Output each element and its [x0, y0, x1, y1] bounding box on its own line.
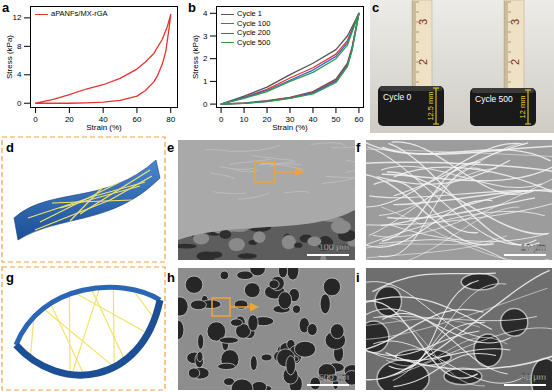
svg-text:0: 0 — [17, 99, 22, 108]
svg-text:2: 2 — [417, 59, 429, 65]
svg-text:i: i — [356, 270, 360, 285]
svg-text:100 μm: 100 μm — [319, 242, 349, 252]
svg-text:4: 4 — [17, 70, 22, 79]
svg-text:g: g — [6, 270, 14, 285]
svg-text:0: 0 — [219, 115, 224, 124]
svg-text:e: e — [167, 140, 174, 155]
svg-text:12.5 mm: 12.5 mm — [426, 91, 435, 120]
svg-text:c: c — [372, 0, 379, 15]
svg-text:Strain (%): Strain (%) — [86, 123, 122, 132]
html-text:aPANFs/MX-rGA: aPANFs/MX-rGA — [51, 9, 108, 18]
svg-text:50 μm: 50 μm — [521, 372, 546, 382]
svg-text:3: 3 — [417, 19, 429, 25]
html-text:Cycle 500: Cycle 500 — [237, 37, 271, 47]
svg-text:20: 20 — [263, 115, 272, 124]
svg-text:h: h — [167, 270, 175, 285]
svg-text:8: 8 — [17, 42, 22, 51]
html-text:Cycle 1: Cycle 1 — [237, 9, 262, 18]
svg-text:30: 30 — [285, 115, 295, 125]
svg-text:Stress (kPa): Stress (kPa) — [5, 35, 14, 79]
svg-text:4: 4 — [203, 9, 208, 18]
svg-text:12: 12 — [13, 13, 22, 22]
svg-text:Stress (kPa): Stress (kPa) — [191, 35, 200, 79]
svg-text:Cycle 500: Cycle 500 — [475, 94, 513, 104]
html-text:b: b — [188, 0, 196, 15]
svg-text:Strain (%): Strain (%) — [272, 123, 308, 132]
svg-text:3: 3 — [509, 19, 521, 25]
svg-text:12 mm: 12 mm — [518, 96, 527, 119]
svg-text:60: 60 — [354, 115, 363, 124]
svg-text:40: 40 — [98, 115, 108, 125]
svg-text:20: 20 — [65, 115, 74, 124]
svg-text:2: 2 — [509, 59, 521, 65]
svg-text:10: 10 — [240, 115, 249, 124]
svg-text:50: 50 — [331, 115, 340, 124]
html-text:a: a — [2, 0, 10, 15]
svg-text:60: 60 — [132, 115, 141, 124]
svg-text:2: 2 — [203, 54, 208, 63]
svg-text:d: d — [6, 140, 14, 155]
html-text:Cycle 200: Cycle 200 — [237, 28, 271, 37]
html-text:Cycle 100: Cycle 100 — [237, 18, 271, 28]
svg-text:3: 3 — [203, 32, 208, 41]
svg-text:0: 0 — [33, 115, 38, 124]
svg-text:10 μm: 10 μm — [521, 242, 546, 252]
svg-text:500 μm: 500 μm — [319, 372, 349, 382]
svg-text:40: 40 — [309, 115, 318, 124]
svg-text:80: 80 — [166, 115, 175, 124]
svg-text:Cycle 0: Cycle 0 — [383, 92, 412, 102]
svg-text:0: 0 — [203, 100, 208, 109]
svg-text:f: f — [356, 140, 361, 155]
svg-text:1: 1 — [203, 77, 208, 86]
